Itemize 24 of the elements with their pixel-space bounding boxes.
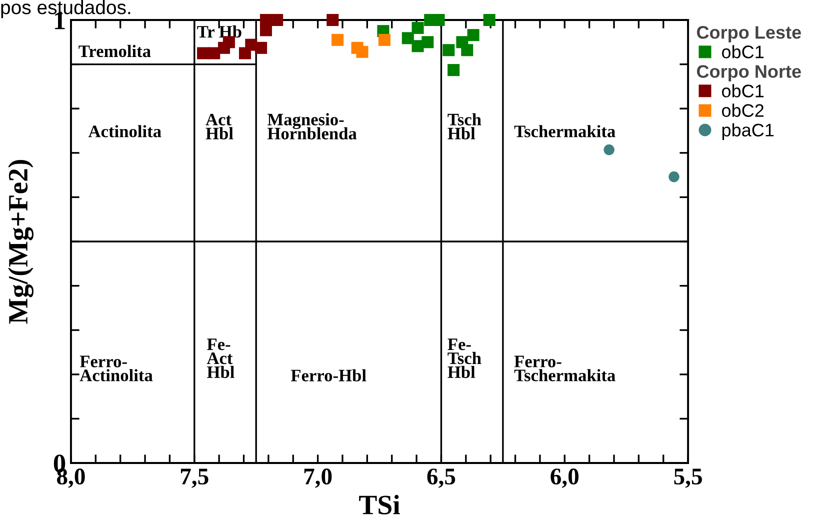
legend-label: obC2 bbox=[722, 104, 764, 117]
x-tick-label: 6,5 bbox=[427, 468, 456, 488]
legend-label: obC1 bbox=[722, 45, 764, 58]
text: Corpo Leste bbox=[696, 26, 801, 42]
text: Corpo Norte bbox=[696, 65, 801, 82]
x-tick-label: 7,5 bbox=[180, 468, 208, 488]
annotation: Fe- Act Hbl bbox=[206, 338, 234, 378]
x-tick-label: 6,0 bbox=[550, 468, 578, 488]
annotation: Ferro- Actinolita bbox=[80, 356, 153, 382]
annotation: Ferro- Tschermakita bbox=[514, 356, 616, 382]
annotation: Tremolita bbox=[78, 44, 151, 58]
annotation: Ferro-Hbl bbox=[290, 369, 366, 382]
annotation: Act Hbl bbox=[206, 114, 234, 140]
y-axis-title: Mg/(Mg+Fe2) bbox=[8, 160, 34, 324]
annotation: Fe- Tsch Hbl bbox=[448, 338, 482, 378]
annotation: Tschermakita bbox=[514, 125, 616, 138]
x-tick-label: 5,5 bbox=[674, 468, 702, 488]
annotation: Magnesio- Hornblenda bbox=[268, 113, 357, 140]
legend-label: obC1 bbox=[722, 84, 764, 98]
x-axis-title: TSi bbox=[359, 494, 400, 514]
annotation: Tsch Hbl bbox=[448, 113, 482, 140]
legend-label: pbaC1 bbox=[722, 123, 774, 140]
x-tick-label: 7,0 bbox=[304, 468, 332, 488]
annotation: Actinolita bbox=[88, 125, 162, 138]
